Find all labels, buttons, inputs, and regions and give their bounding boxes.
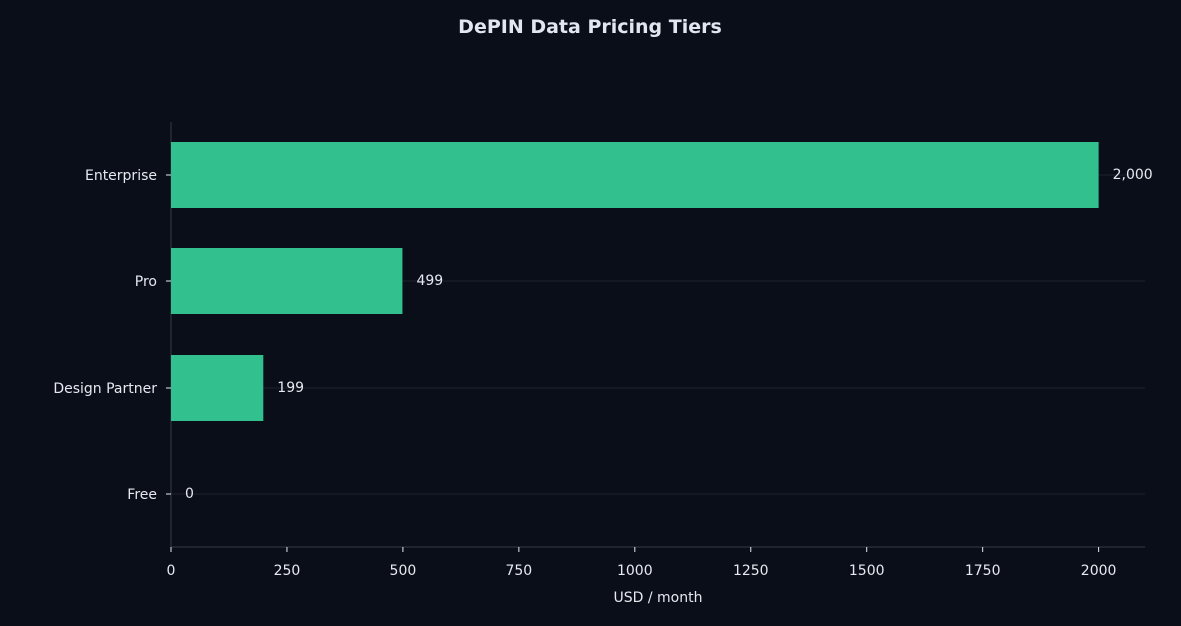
bar-value-label: 2,000 <box>1113 167 1153 183</box>
y-tick-label: Enterprise <box>85 168 157 184</box>
bar <box>171 248 403 314</box>
y-tick-label: Pro <box>135 274 157 290</box>
x-tick-label: 750 <box>505 563 532 579</box>
x-tick-label: 1500 <box>849 563 885 579</box>
bar-value-label: 0 <box>185 486 194 502</box>
x-tick-label: 0 <box>167 563 176 579</box>
x-tick-label: 1000 <box>617 563 653 579</box>
x-tick-label: 250 <box>274 563 301 579</box>
bar-layer <box>171 142 1099 421</box>
x-tick-label: 500 <box>390 563 417 579</box>
y-tick-label: Free <box>127 487 157 503</box>
bar-value-label: 199 <box>277 380 304 396</box>
y-tick-label: Design Partner <box>53 381 157 397</box>
x-axis-label: USD / month <box>614 590 703 606</box>
bar <box>171 355 264 421</box>
x-tick-label: 1250 <box>733 563 769 579</box>
x-tick-label: 2000 <box>1081 563 1117 579</box>
bar-value-label: 499 <box>416 273 443 289</box>
label-layer: 2,000 499 199 0 <box>185 167 1153 502</box>
axis-layer: 0 250 500 750 1000 1250 1500 1750 2000 Enterprise… <box>53 122 1145 579</box>
x-tick-label: 1750 <box>965 563 1001 579</box>
chart-title: DePIN Data Pricing Tiers <box>458 16 722 38</box>
bar <box>171 142 1099 208</box>
grid-layer <box>171 174 1145 495</box>
